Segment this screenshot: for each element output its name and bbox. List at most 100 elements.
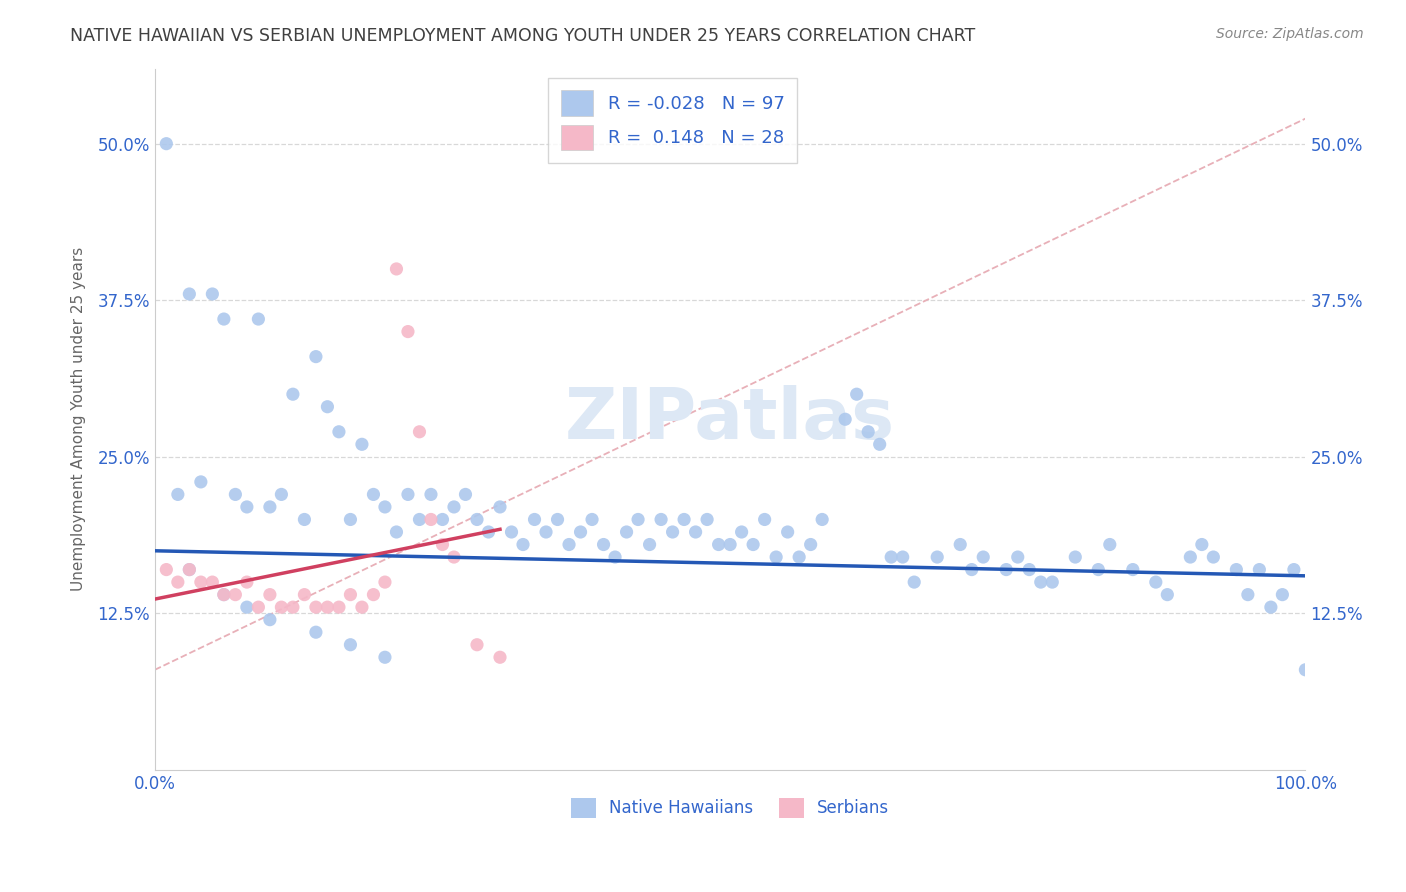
- Point: [1156, 588, 1178, 602]
- Point: [1122, 563, 1144, 577]
- Point: [960, 563, 983, 577]
- Point: [650, 512, 672, 526]
- Point: [179, 563, 201, 577]
- Point: [1180, 549, 1202, 564]
- Point: [489, 500, 512, 514]
- Point: [385, 524, 408, 539]
- Point: [281, 600, 304, 615]
- Legend: Native Hawaiians, Serbians: Native Hawaiians, Serbians: [564, 791, 896, 825]
- Point: [166, 487, 188, 501]
- Point: [374, 575, 396, 590]
- Point: [443, 549, 465, 564]
- Point: [259, 613, 281, 627]
- Point: [236, 600, 259, 615]
- Point: [627, 512, 650, 526]
- Point: [995, 563, 1018, 577]
- Point: [454, 487, 477, 501]
- Text: ZIPatlas: ZIPatlas: [565, 384, 896, 454]
- Point: [408, 425, 430, 439]
- Point: [512, 537, 534, 551]
- Point: [1040, 575, 1063, 590]
- Point: [281, 387, 304, 401]
- Point: [212, 588, 235, 602]
- Point: [432, 537, 454, 551]
- Point: [869, 437, 891, 451]
- Point: [1007, 549, 1029, 564]
- Point: [259, 500, 281, 514]
- Point: [166, 575, 188, 590]
- Point: [190, 475, 212, 489]
- Point: [638, 537, 661, 551]
- Point: [294, 588, 316, 602]
- Point: [534, 524, 557, 539]
- Point: [1098, 537, 1121, 551]
- Point: [316, 400, 339, 414]
- Point: [1018, 563, 1040, 577]
- Point: [259, 588, 281, 602]
- Point: [1237, 588, 1260, 602]
- Point: [270, 600, 292, 615]
- Point: [880, 549, 903, 564]
- Point: [339, 588, 361, 602]
- Point: [477, 524, 499, 539]
- Point: [927, 549, 949, 564]
- Point: [787, 549, 810, 564]
- Point: [603, 549, 626, 564]
- Point: [742, 537, 765, 551]
- Point: [1144, 575, 1167, 590]
- Point: [581, 512, 603, 526]
- Point: [1271, 588, 1294, 602]
- Point: [328, 600, 350, 615]
- Point: [236, 575, 259, 590]
- Point: [212, 312, 235, 326]
- Point: [420, 487, 443, 501]
- Point: [569, 524, 592, 539]
- Point: [305, 600, 328, 615]
- Point: [374, 500, 396, 514]
- Point: [350, 437, 373, 451]
- Point: [1282, 563, 1305, 577]
- Point: [718, 537, 741, 551]
- Point: [1294, 663, 1316, 677]
- Point: [294, 512, 316, 526]
- Point: [661, 524, 683, 539]
- Point: [891, 549, 914, 564]
- Point: [155, 136, 177, 151]
- Point: [396, 487, 419, 501]
- Point: [155, 563, 177, 577]
- Point: [1249, 563, 1271, 577]
- Point: [179, 287, 201, 301]
- Point: [523, 512, 546, 526]
- Point: [845, 387, 868, 401]
- Point: [1087, 563, 1109, 577]
- Point: [547, 512, 569, 526]
- Point: [443, 500, 465, 514]
- Point: [558, 537, 581, 551]
- Point: [339, 638, 361, 652]
- Point: [765, 549, 787, 564]
- Point: [247, 600, 270, 615]
- Point: [465, 512, 488, 526]
- Point: [972, 549, 994, 564]
- Point: [224, 588, 246, 602]
- Point: [363, 588, 385, 602]
- Point: [179, 563, 201, 577]
- Point: [707, 537, 730, 551]
- Y-axis label: Unemployment Among Youth under 25 years: Unemployment Among Youth under 25 years: [72, 247, 86, 591]
- Text: Source: ZipAtlas.com: Source: ZipAtlas.com: [1216, 27, 1364, 41]
- Point: [1029, 575, 1052, 590]
- Point: [396, 325, 419, 339]
- Point: [1260, 600, 1282, 615]
- Point: [856, 425, 879, 439]
- Point: [616, 524, 638, 539]
- Point: [949, 537, 972, 551]
- Point: [305, 350, 328, 364]
- Point: [236, 500, 259, 514]
- Point: [754, 512, 776, 526]
- Point: [363, 487, 385, 501]
- Point: [270, 487, 292, 501]
- Point: [1064, 549, 1087, 564]
- Point: [328, 425, 350, 439]
- Point: [432, 512, 454, 526]
- Point: [800, 537, 823, 551]
